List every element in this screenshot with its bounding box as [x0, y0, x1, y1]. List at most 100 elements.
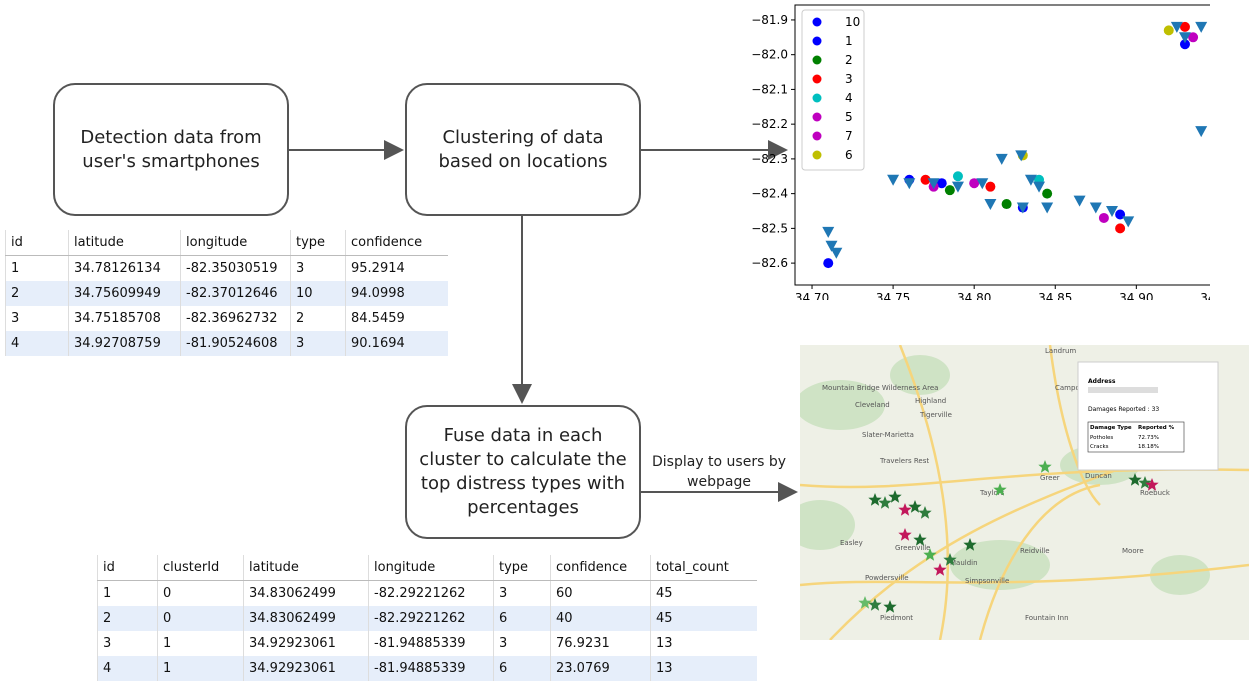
- point: [887, 175, 899, 186]
- table-cell: 34.92708759: [69, 331, 181, 356]
- table-cell: 90.1694: [346, 331, 449, 356]
- legend-marker: [813, 132, 822, 141]
- place-label: Greer: [1040, 474, 1060, 482]
- legend-label: 6: [845, 148, 853, 162]
- table-cell: 23.0769: [551, 656, 651, 681]
- table-cell: 2: [291, 306, 346, 331]
- table-row: 2034.83062499-82.2922126264045: [98, 606, 758, 631]
- table-cell: 2: [6, 281, 69, 306]
- table-cell: 34.83062499: [244, 581, 369, 607]
- popup-cell: Cracks: [1090, 444, 1109, 450]
- point: [1195, 126, 1207, 137]
- point: [1074, 196, 1086, 207]
- scatter-chart: 34.70 34.75 34.80 34.85 34.90 34.95 −81.9 −82.0…: [750, 0, 1210, 300]
- popup-header: Damage Type: [1090, 425, 1132, 431]
- legend-marker: [813, 94, 822, 103]
- table-cell: 34.75609949: [69, 281, 181, 306]
- x-tick-label: 34.90: [1119, 291, 1153, 300]
- point: [984, 199, 996, 210]
- table-cell: -82.29221262: [369, 606, 494, 631]
- table-cell: -81.94885339: [369, 631, 494, 656]
- point: [1002, 199, 1012, 209]
- process-box: Clustering of data based on locations: [405, 83, 641, 216]
- table-cell: 6: [494, 656, 551, 681]
- legend-label: 2: [845, 53, 853, 67]
- table-cell: 34.83062499: [244, 606, 369, 631]
- column-header: confidence: [346, 230, 449, 256]
- popup-label: Damages Reported : 33: [1088, 406, 1159, 413]
- place-label: Moore: [1122, 547, 1144, 555]
- x-tick-label: 34.70: [795, 291, 829, 300]
- y-tick-label: −82.0: [751, 48, 788, 62]
- popup-cell: 18.18%: [1138, 444, 1159, 450]
- table-cell: 34.92923061: [244, 656, 369, 681]
- x-tick-label: 34.80: [957, 291, 991, 300]
- table-cell: -82.29221262: [369, 581, 494, 607]
- x-tick-label: 34.85: [1038, 291, 1072, 300]
- x-tick-label: 34.95: [1200, 291, 1210, 300]
- legend-marker: [813, 151, 822, 160]
- table-cell: 2: [98, 606, 158, 631]
- table-row: 234.75609949-82.370126461094.0998: [6, 281, 449, 306]
- point: [903, 178, 915, 189]
- blurred-address: [1088, 387, 1158, 393]
- table-cell: 94.0998: [346, 281, 449, 306]
- popup-label: Address: [1088, 378, 1116, 385]
- point: [823, 258, 833, 268]
- place-label: Piedmont: [880, 614, 913, 622]
- legend-label: 4: [845, 91, 853, 105]
- place-label: Fountain Inn: [1025, 614, 1069, 622]
- y-tick-label: −82.5: [751, 221, 788, 235]
- place-label: Tigerville: [919, 411, 952, 419]
- table-cell: 76.9231: [551, 631, 651, 656]
- legend-label: 1: [845, 34, 853, 48]
- x-tick-label: 34.75: [876, 291, 910, 300]
- column-header: confidence: [551, 555, 651, 581]
- table-cell: -82.37012646: [181, 281, 291, 306]
- process-box: Detection data from user's smartphones: [53, 83, 289, 216]
- point: [1164, 25, 1174, 35]
- point: [822, 227, 834, 238]
- place-label: Powdersville: [865, 574, 909, 582]
- y-tick-label: −82.6: [751, 256, 788, 270]
- point: [1042, 189, 1052, 199]
- map: Mountain Bridge Wilderness AreaCleveland…: [800, 345, 1249, 640]
- place-label: Simpsonville: [965, 577, 1009, 585]
- legend-label: 3: [845, 72, 853, 86]
- table-cell: 45: [651, 581, 758, 607]
- table-cell: 4: [6, 331, 69, 356]
- table-cell: 10: [291, 281, 346, 306]
- point: [996, 154, 1008, 165]
- table-cell: 34.78126134: [69, 256, 181, 282]
- table-cell: 1: [158, 631, 244, 656]
- table-cell: 4: [98, 656, 158, 681]
- column-header: latitude: [69, 230, 181, 256]
- column-header: type: [494, 555, 551, 581]
- place-label: Travelers Rest: [879, 457, 929, 465]
- legend-label: 7: [845, 129, 853, 143]
- legend-label: 5: [845, 110, 853, 124]
- data-table: idlatitudelongitudetypeconfidence134.781…: [5, 230, 448, 356]
- table-cell: 13: [651, 631, 758, 656]
- column-header: type: [291, 230, 346, 256]
- table-cell: 1: [6, 256, 69, 282]
- legend-marker: [813, 75, 822, 84]
- table-cell: 1: [98, 581, 158, 607]
- point: [1041, 203, 1053, 214]
- table-cell: -81.94885339: [369, 656, 494, 681]
- popup-cell: Potholes: [1090, 435, 1113, 441]
- table-cell: -82.35030519: [181, 256, 291, 282]
- table-cell: 3: [6, 306, 69, 331]
- place-label: Cleveland: [855, 401, 890, 409]
- y-tick-label: −81.9: [751, 13, 788, 27]
- table-cell: 3: [291, 331, 346, 356]
- table-cell: 3: [494, 631, 551, 656]
- diagram: Detection data from user's smartphones C…: [0, 0, 1249, 682]
- table-cell: 3: [494, 581, 551, 607]
